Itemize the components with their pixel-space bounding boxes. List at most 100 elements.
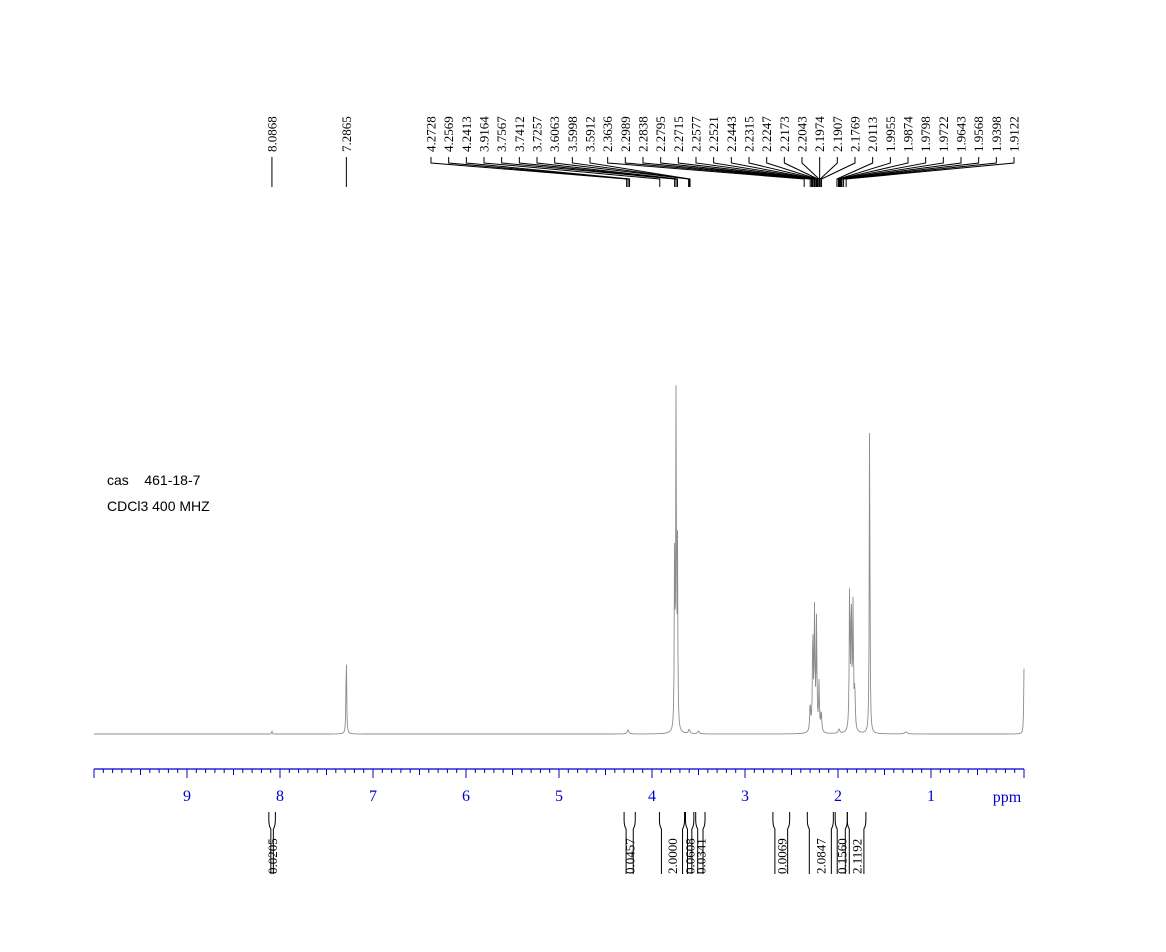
peak-label: 2.2715 — [671, 116, 686, 152]
peak-connector — [839, 157, 927, 187]
peak-connector — [840, 157, 944, 187]
peak-label: 4.2413 — [459, 116, 474, 152]
peak-connector — [624, 157, 811, 187]
x-tick-label: 2 — [834, 788, 842, 805]
peak-label: 1.9568 — [971, 116, 986, 152]
peak-label: 3.6063 — [547, 116, 562, 152]
peak-label: 2.3636 — [600, 116, 615, 152]
integral-region: 2.1192 — [846, 812, 867, 874]
peak-label: 3.7567 — [494, 116, 509, 152]
x-axis: 9 8 7 6 5 4 3 2 1 ppm — [93, 768, 1025, 806]
peak-label: 1.9398 — [989, 116, 1004, 152]
integral-bracket-right — [682, 812, 686, 874]
peak-label: 2.2838 — [636, 116, 651, 152]
peak-label: 2.1974 — [812, 116, 827, 152]
integral-bracket-left — [834, 812, 838, 874]
peak-label: 2.2577 — [689, 116, 704, 152]
peak-connector — [843, 157, 997, 187]
peak-connector — [748, 157, 817, 187]
peak-label: 2.2173 — [777, 116, 792, 152]
peak-connector — [837, 157, 891, 187]
peak-connector — [695, 157, 815, 187]
x-tick-label: 5 — [555, 788, 563, 805]
x-tick-label: 6 — [462, 788, 470, 805]
peak-connector — [836, 157, 874, 187]
integral-region: 2.0000 — [658, 812, 686, 874]
peak-connector — [819, 157, 838, 187]
peak-label: 2.1907 — [830, 116, 845, 152]
integral-value: 0.0069 — [774, 838, 789, 874]
peak-label: 1.9722 — [936, 116, 951, 152]
integral-bracket-left — [772, 812, 776, 874]
peak-label: 3.5912 — [583, 116, 598, 152]
integral-region: 0.0205 — [265, 812, 280, 874]
peak-connector — [730, 157, 816, 187]
peak-connector — [518, 157, 677, 187]
peak-connector — [465, 157, 631, 187]
x-tick-label: 1 — [927, 788, 935, 805]
peak-label: 3.7257 — [530, 116, 545, 152]
integral-value: 0.0341 — [693, 838, 708, 874]
integral-value: 0.0457 — [623, 838, 638, 874]
peak-label: 1.9798 — [918, 116, 933, 152]
peak-label: 2.1769 — [848, 116, 863, 152]
peak-connector — [713, 157, 816, 187]
peak-label: 7.2865 — [339, 116, 354, 152]
x-tick-label: 7 — [369, 788, 377, 805]
peak-label: 2.2521 — [706, 116, 721, 152]
peak-connector — [838, 157, 909, 187]
peak-connector — [448, 157, 629, 187]
integral-region: 0.0608 — [683, 812, 698, 874]
peak-label: 8.0868 — [264, 116, 279, 152]
peak-connector — [571, 157, 690, 187]
x-tick-label: 3 — [741, 788, 749, 805]
peak-label: 2.2443 — [724, 116, 739, 152]
peak-label-layer: 8.0868 7.2865 4.2728 4.2569 4.2413 3.9164 3.75… — [264, 116, 1022, 187]
peak-label: 1.9874 — [901, 116, 916, 152]
integral-value: 2.0000 — [665, 838, 680, 874]
integral-bracket-left — [268, 812, 272, 874]
integral-bracket-right — [691, 812, 695, 874]
peak-label: 2.0113 — [865, 117, 880, 152]
integral-bracket-right — [787, 812, 791, 874]
integral-bracket-right — [702, 812, 706, 874]
integral-region: 2.0847 — [806, 812, 834, 874]
integral-bracket-right — [272, 812, 276, 874]
peak-label: 2.2043 — [795, 116, 810, 152]
x-tick-label: 9 — [183, 788, 191, 805]
solvent-frequency-label: CDCl3 400 MHZ — [107, 498, 210, 514]
sample-cas-label: cas 461-18-7 — [107, 472, 201, 488]
integral-bracket-right — [830, 812, 834, 874]
peak-connector — [841, 157, 980, 187]
peak-label: 2.2795 — [653, 116, 668, 152]
peak-connector — [801, 157, 820, 187]
integral-value: 2.1192 — [850, 839, 865, 874]
integral-bracket-right — [632, 812, 636, 874]
integral-region: 0.0457 — [623, 812, 638, 874]
integral-region: 0.0069 — [772, 812, 791, 874]
integral-region: 0.0341 — [693, 812, 708, 874]
peak-connector — [677, 157, 814, 187]
peak-connector — [783, 157, 819, 187]
peak-label: 1.9955 — [883, 116, 898, 152]
peak-label: 3.7412 — [512, 116, 527, 152]
integral-bracket-left — [684, 812, 688, 874]
integral-bracket-left — [695, 812, 699, 874]
peak-connector — [483, 157, 661, 187]
peak-label: 4.2728 — [424, 116, 439, 152]
peak-label: 2.2247 — [759, 116, 774, 152]
peak-connector — [607, 157, 805, 187]
integral-bracket-left — [806, 812, 810, 874]
peak-label: 2.2315 — [742, 116, 757, 152]
peak-connector — [821, 157, 856, 187]
x-tick-label: 8 — [276, 788, 284, 805]
peak-connector — [660, 157, 813, 187]
integral-value: 0.0608 — [683, 838, 698, 874]
integral-value: 2.0847 — [813, 838, 828, 874]
integral-bracket-left — [846, 812, 850, 874]
peak-label: 1.9122 — [1007, 116, 1022, 152]
spectrum-trace — [94, 385, 1025, 735]
integral-bracket-left — [623, 812, 627, 874]
peak-connector — [430, 157, 628, 187]
